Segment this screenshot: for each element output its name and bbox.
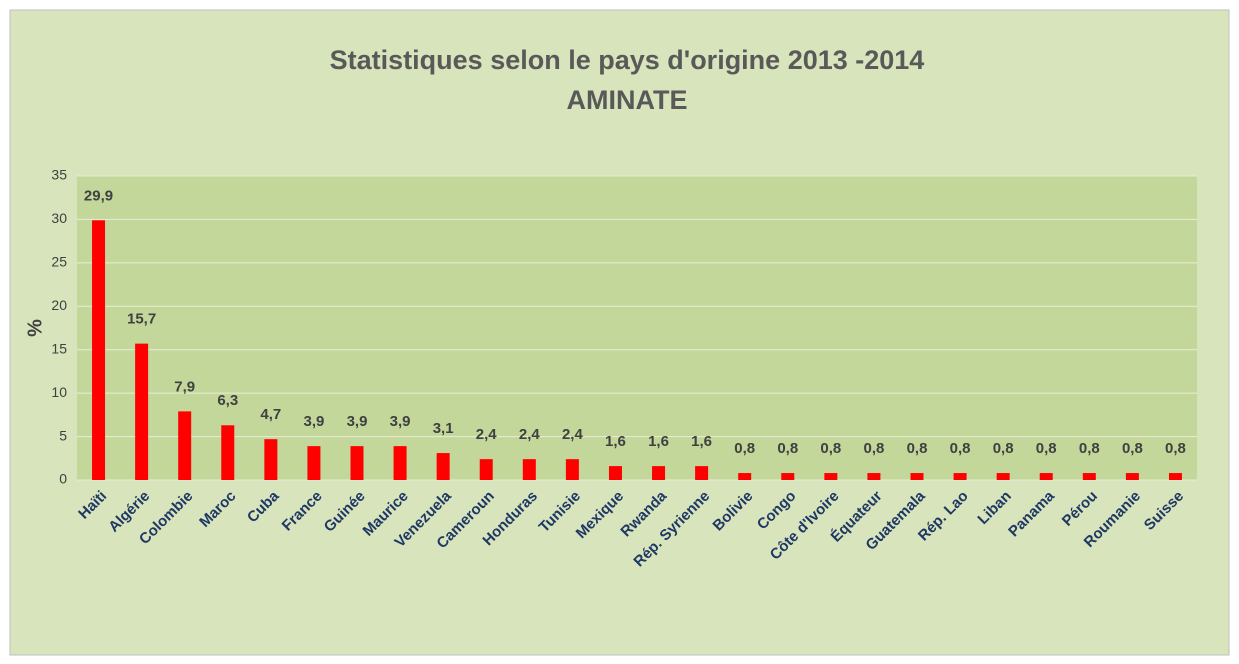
plot-area — [77, 176, 1197, 480]
data-label: 0,8 — [863, 440, 884, 457]
y-axis-label: % — [24, 319, 46, 337]
bar — [522, 459, 536, 480]
bar — [1125, 473, 1139, 480]
data-label: 1,6 — [648, 433, 669, 450]
bar — [1082, 473, 1096, 480]
data-label: 0,8 — [777, 440, 798, 457]
bar — [695, 466, 709, 480]
bar — [135, 343, 149, 480]
y-tick-label: 10 — [51, 384, 67, 400]
bar — [393, 446, 407, 480]
y-tick-label: 5 — [59, 427, 67, 443]
bar — [738, 473, 752, 480]
data-label: 1,6 — [605, 433, 626, 450]
data-label: 29,9 — [84, 187, 113, 204]
data-label: 0,8 — [1165, 440, 1186, 457]
data-label: 3,9 — [303, 413, 324, 430]
data-label: 0,8 — [820, 440, 841, 457]
data-label: 0,8 — [1122, 440, 1143, 457]
data-label: 4,7 — [260, 406, 281, 423]
bar — [307, 446, 321, 480]
data-label: 2,4 — [519, 426, 541, 443]
data-label: 0,8 — [1079, 440, 1100, 457]
bar — [178, 411, 192, 480]
data-label: 0,8 — [907, 440, 928, 457]
bar — [824, 473, 838, 480]
data-label: 7,9 — [174, 378, 195, 395]
y-tick-label: 35 — [51, 167, 67, 183]
data-label: 3,1 — [433, 420, 454, 437]
bar — [867, 473, 881, 480]
chart-title: Statistiques selon le pays d'origine 201… — [330, 45, 925, 75]
bar — [953, 473, 967, 480]
bar — [479, 459, 493, 480]
data-label: 0,8 — [734, 440, 755, 457]
data-label: 0,8 — [1036, 440, 1057, 457]
data-label: 1,6 — [691, 433, 712, 450]
bar — [781, 473, 795, 480]
y-tick-label: 15 — [51, 340, 67, 356]
bar — [264, 439, 278, 480]
data-label: 15,7 — [127, 311, 156, 328]
data-label: 3,9 — [390, 413, 411, 430]
bar — [350, 446, 364, 480]
data-label: 3,9 — [347, 413, 368, 430]
bar — [1168, 473, 1182, 480]
y-tick-label: 25 — [51, 254, 67, 270]
bar — [652, 466, 666, 480]
bar — [221, 425, 235, 480]
data-label: 0,8 — [950, 440, 971, 457]
data-label: 2,4 — [562, 426, 584, 443]
chart-subtitle: AMINATE — [567, 85, 688, 115]
data-label: 2,4 — [476, 426, 498, 443]
bar — [996, 473, 1010, 480]
bar — [608, 466, 622, 480]
bar — [910, 473, 924, 480]
y-tick-label: 20 — [51, 297, 67, 313]
bar — [92, 220, 106, 480]
bar — [436, 453, 450, 480]
bar — [1039, 473, 1053, 480]
bar — [565, 459, 579, 480]
data-label: 0,8 — [993, 440, 1014, 457]
y-tick-label: 0 — [59, 471, 67, 487]
y-tick-label: 30 — [51, 210, 67, 226]
data-label: 6,3 — [217, 392, 238, 409]
